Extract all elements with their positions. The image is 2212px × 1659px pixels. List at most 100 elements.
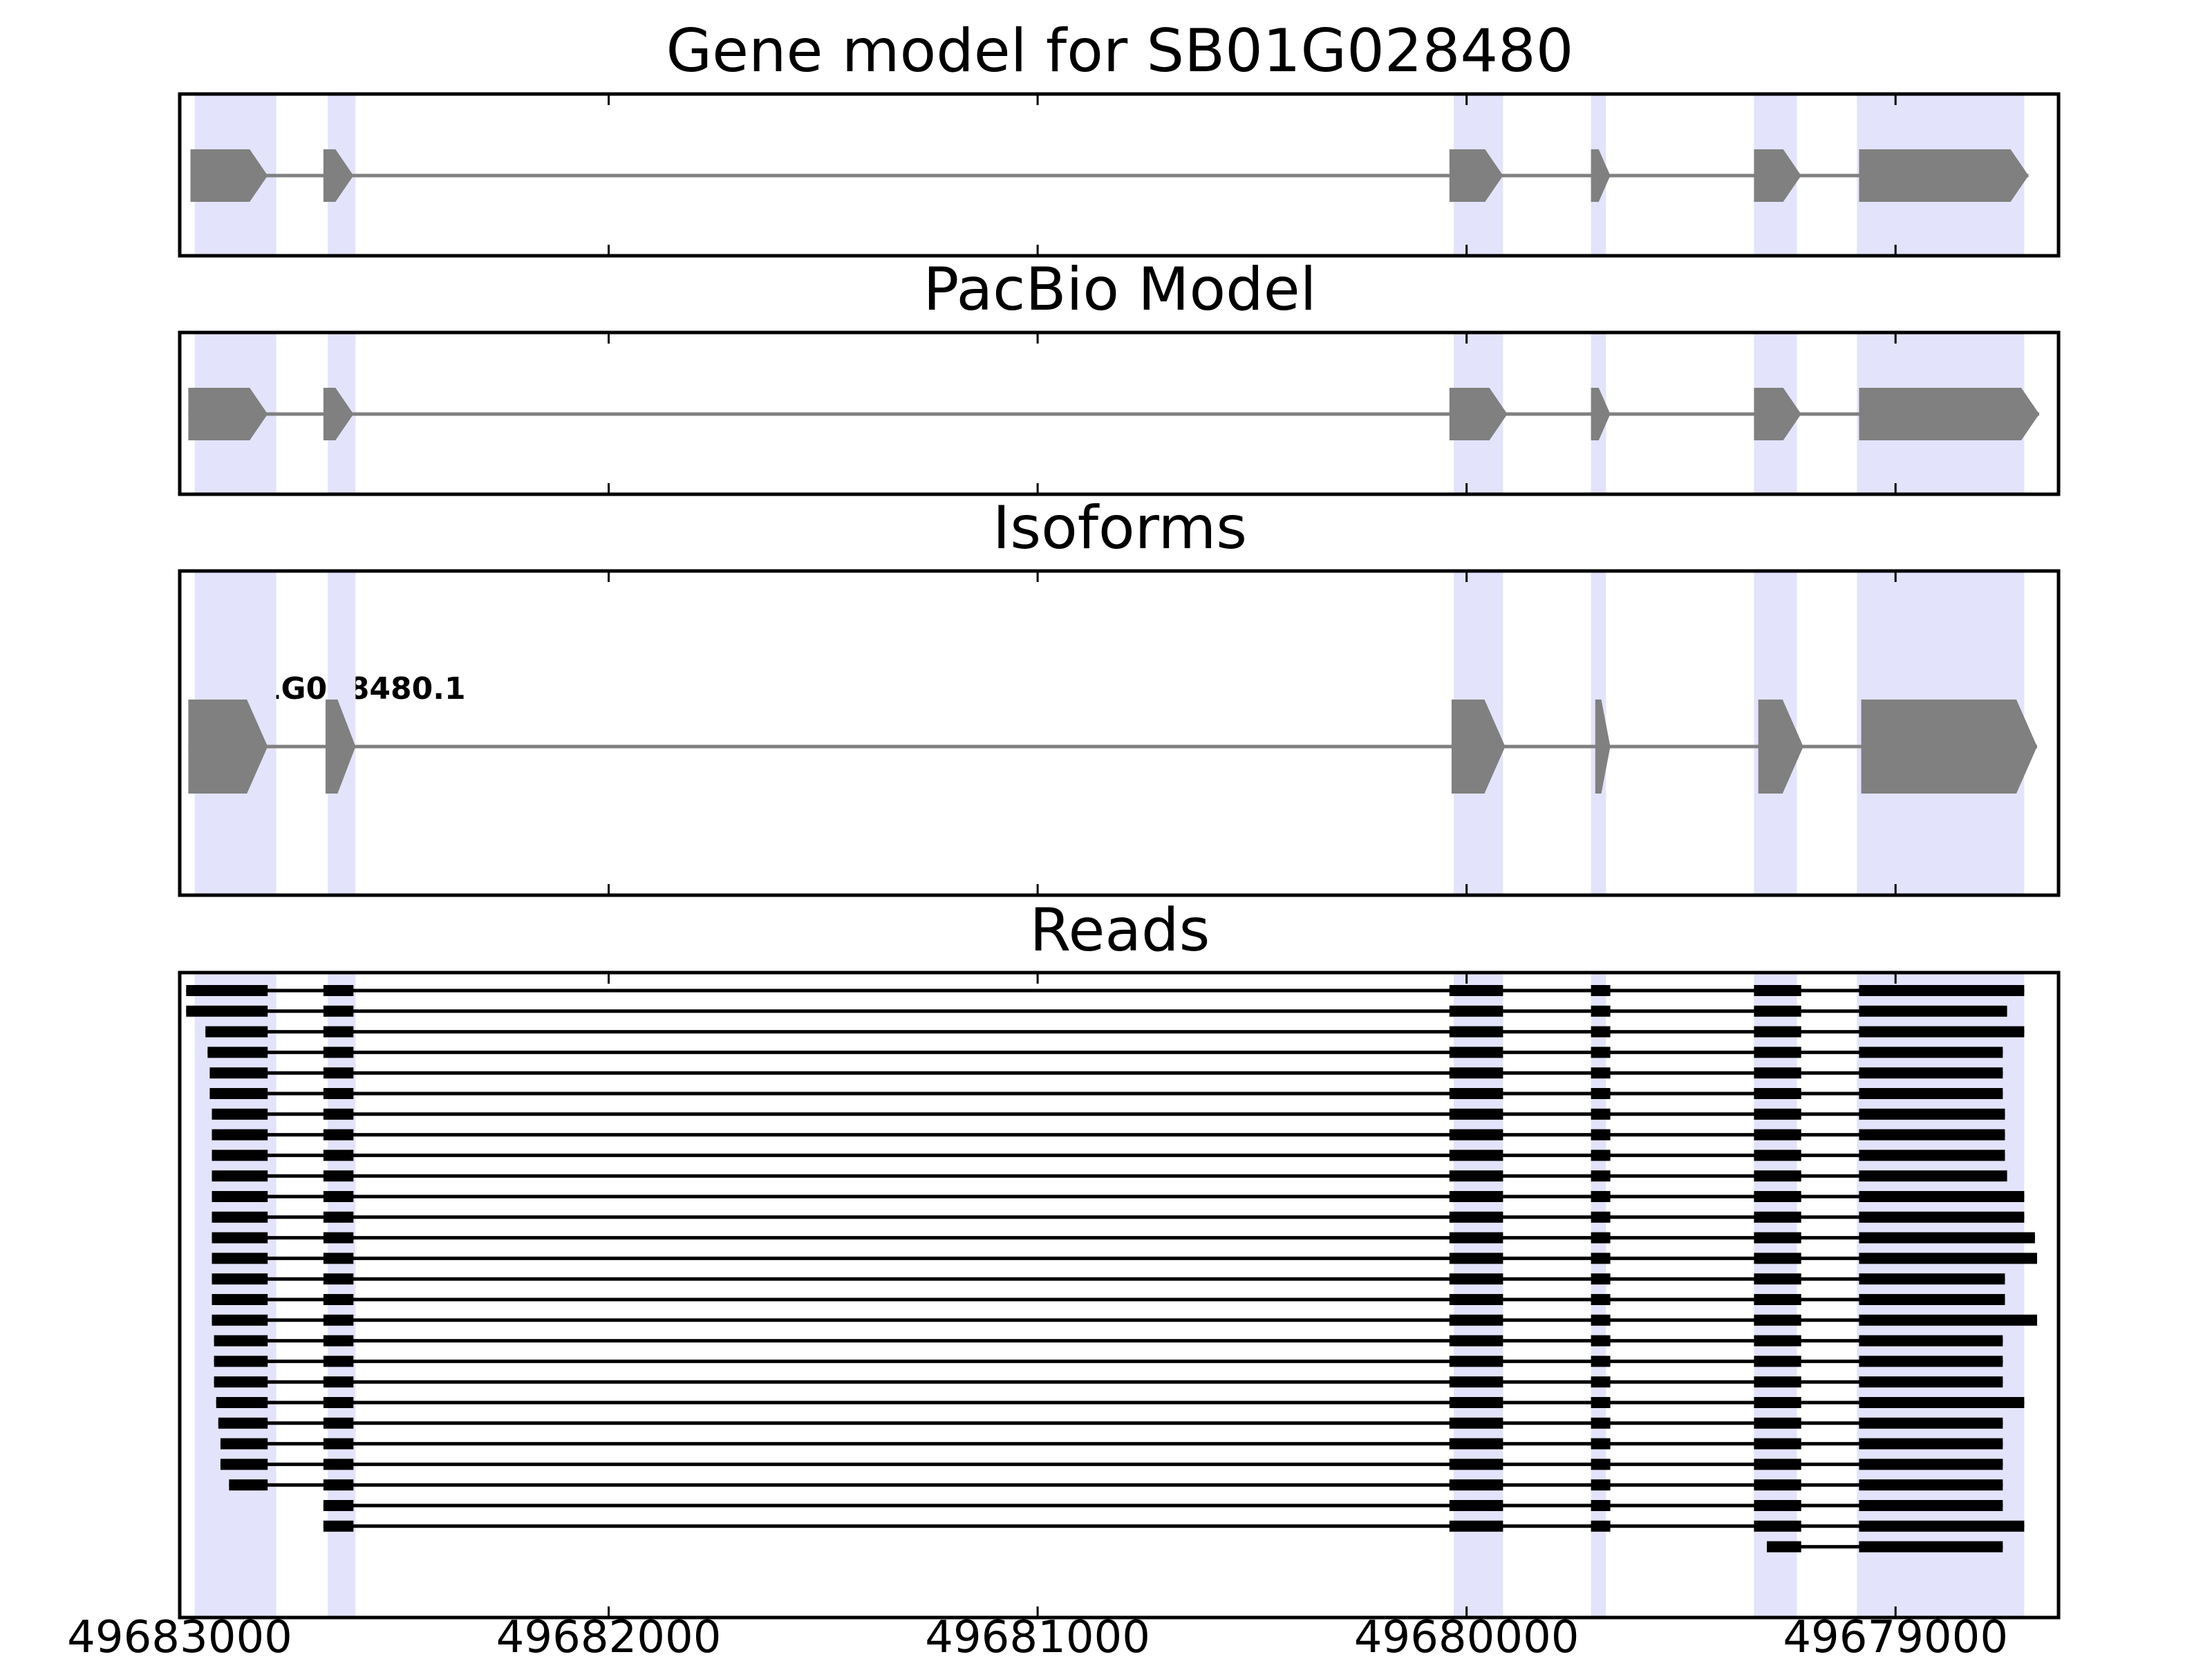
- exon-shape: [1591, 149, 1611, 202]
- read-block: [323, 1047, 354, 1058]
- read-block: [220, 1459, 268, 1470]
- read-block: [1754, 1294, 1801, 1305]
- read-block: [186, 985, 268, 996]
- read-block: [229, 1479, 268, 1491]
- read-block: [1591, 1479, 1611, 1491]
- read-block: [323, 1150, 354, 1161]
- read-block: [212, 1314, 268, 1326]
- read-block: [1449, 1500, 1503, 1511]
- read-alignment: [212, 1294, 2005, 1305]
- read-block: [1449, 1335, 1503, 1347]
- read-block: [1449, 985, 1503, 996]
- read-block: [1859, 1067, 2003, 1079]
- read-block: [1591, 1438, 1611, 1450]
- read-block: [1754, 1253, 1801, 1264]
- panel-title: Gene model for SB01G028480: [666, 17, 1574, 86]
- read-block: [323, 1170, 354, 1182]
- read-block: [1754, 1520, 1801, 1532]
- read-alignment: [186, 1005, 2007, 1017]
- exon-shape: [1595, 700, 1611, 794]
- x-tick-label: 49679000: [1783, 1612, 2008, 1659]
- read-block: [1859, 1047, 2003, 1058]
- read-block: [1754, 1273, 1801, 1285]
- read-block: [323, 1129, 354, 1141]
- read-block: [1859, 1232, 2035, 1244]
- read-block: [1754, 985, 1801, 996]
- read-block: [1859, 1005, 2007, 1017]
- read-alignment: [205, 1026, 2025, 1038]
- read-alignment: [218, 1417, 2003, 1429]
- read-block: [1754, 1479, 1801, 1491]
- read-block: [1754, 1438, 1801, 1450]
- read-block: [1449, 1211, 1503, 1223]
- read-block: [1859, 1314, 2037, 1326]
- read-block: [1754, 1088, 1801, 1099]
- read-block: [1449, 1253, 1503, 1264]
- read-block: [214, 1376, 268, 1388]
- exon-shape: [1449, 149, 1503, 202]
- read-block: [323, 985, 354, 996]
- read-alignment: [323, 1500, 2003, 1511]
- read-alignment: [212, 1191, 2025, 1202]
- read-block: [1449, 1459, 1503, 1470]
- read-block: [1859, 1294, 2005, 1305]
- read-block: [1449, 1047, 1503, 1058]
- read-block: [1754, 1129, 1801, 1141]
- read-block: [1591, 1026, 1611, 1038]
- read-block: [1449, 1088, 1503, 1099]
- exon-shape: [323, 149, 354, 202]
- read-block: [212, 1191, 268, 1202]
- panel-plot-area: [178, 92, 2061, 258]
- read-block: [1859, 1479, 2003, 1491]
- read-alignment: [212, 1211, 2025, 1223]
- read-block: [1754, 1397, 1801, 1408]
- read-alignment: [212, 1129, 2005, 1141]
- read-block: [1591, 1191, 1611, 1202]
- exon-shape: [323, 388, 354, 440]
- read-block: [1449, 1376, 1503, 1388]
- read-block: [214, 1335, 268, 1347]
- read-block: [1591, 1335, 1611, 1347]
- read-block: [212, 1253, 268, 1264]
- read-block: [1754, 1459, 1801, 1470]
- read-block: [323, 1500, 354, 1511]
- read-block: [1859, 1356, 2003, 1367]
- panel-plot-area: [178, 569, 2061, 897]
- read-block: [323, 1232, 354, 1244]
- read-block: [323, 1211, 354, 1223]
- read-block: [323, 1273, 354, 1285]
- read-block: [323, 1253, 354, 1264]
- read-block: [323, 1397, 354, 1408]
- read-alignment: [220, 1438, 2003, 1450]
- read-block: [1754, 1191, 1801, 1202]
- read-block: [205, 1026, 268, 1038]
- read-alignment: [214, 1356, 2003, 1367]
- read-block: [323, 1479, 354, 1491]
- read-block: [1859, 1108, 2005, 1120]
- read-block: [1449, 1191, 1503, 1202]
- x-tick-label: 49681000: [925, 1612, 1150, 1659]
- read-block: [323, 1294, 354, 1305]
- read-block: [1591, 1253, 1611, 1264]
- read-alignment: [323, 1520, 2025, 1532]
- read-block: [1591, 1314, 1611, 1326]
- read-block: [212, 1129, 268, 1141]
- read-block: [1767, 1541, 1801, 1553]
- read-alignment: [209, 1088, 2003, 1099]
- read-block: [1591, 1376, 1611, 1388]
- panel-plot-area: [178, 330, 2061, 496]
- read-block: [1591, 1088, 1611, 1099]
- panel-plot-area: [178, 971, 2061, 1620]
- read-block: [1859, 1520, 2025, 1532]
- read-block: [1754, 1314, 1801, 1326]
- read-block: [1859, 1211, 2025, 1223]
- read-block: [1859, 1150, 2005, 1161]
- read-block: [1591, 1232, 1611, 1244]
- read-alignment: [214, 1376, 2003, 1388]
- read-block: [1754, 1211, 1801, 1223]
- read-alignment: [220, 1459, 2003, 1470]
- read-block: [323, 1459, 354, 1470]
- read-block: [323, 1088, 354, 1099]
- read-block: [323, 1005, 354, 1017]
- read-block: [212, 1294, 268, 1305]
